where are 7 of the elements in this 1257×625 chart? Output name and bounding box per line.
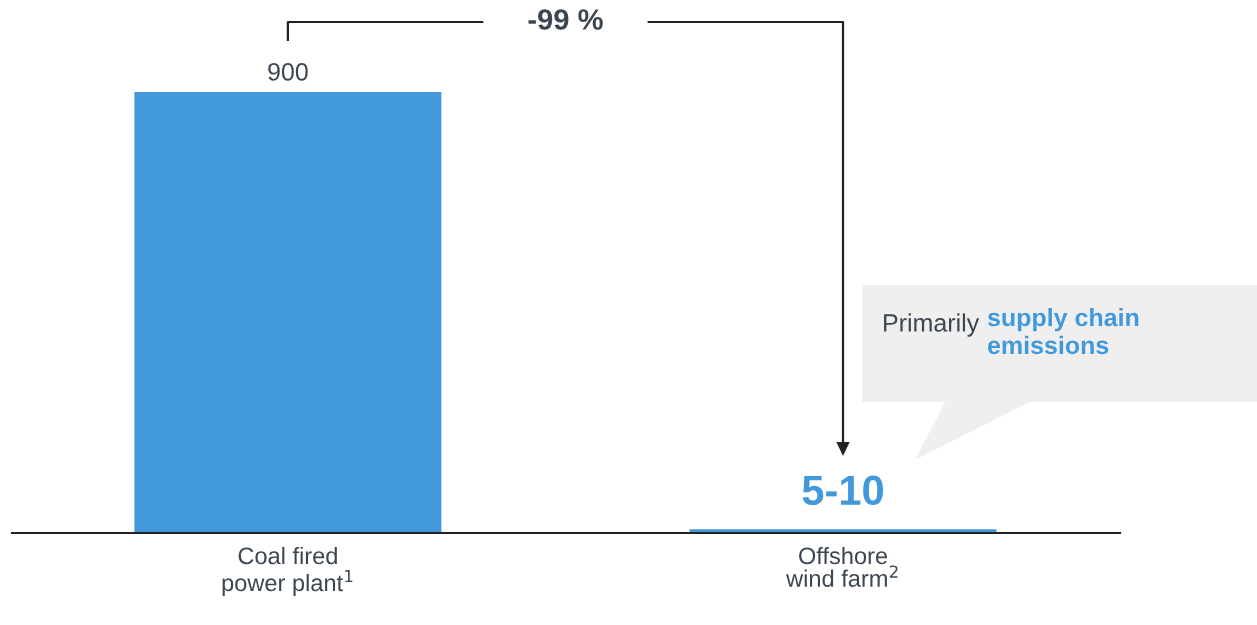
x-tick-label: Offshore wind farm$^{2}$	[786, 546, 898, 587]
data-label: 900	[268, 62, 308, 81]
data-label: 5-10	[802, 475, 883, 506]
annotation: supply chain emissions	[987, 308, 1139, 355]
text: -99 %	[528, 9, 603, 30]
annotation: Primarily	[884, 313, 980, 337]
x-tick-label: Coal fired power plant$^{1}$	[222, 546, 353, 596]
